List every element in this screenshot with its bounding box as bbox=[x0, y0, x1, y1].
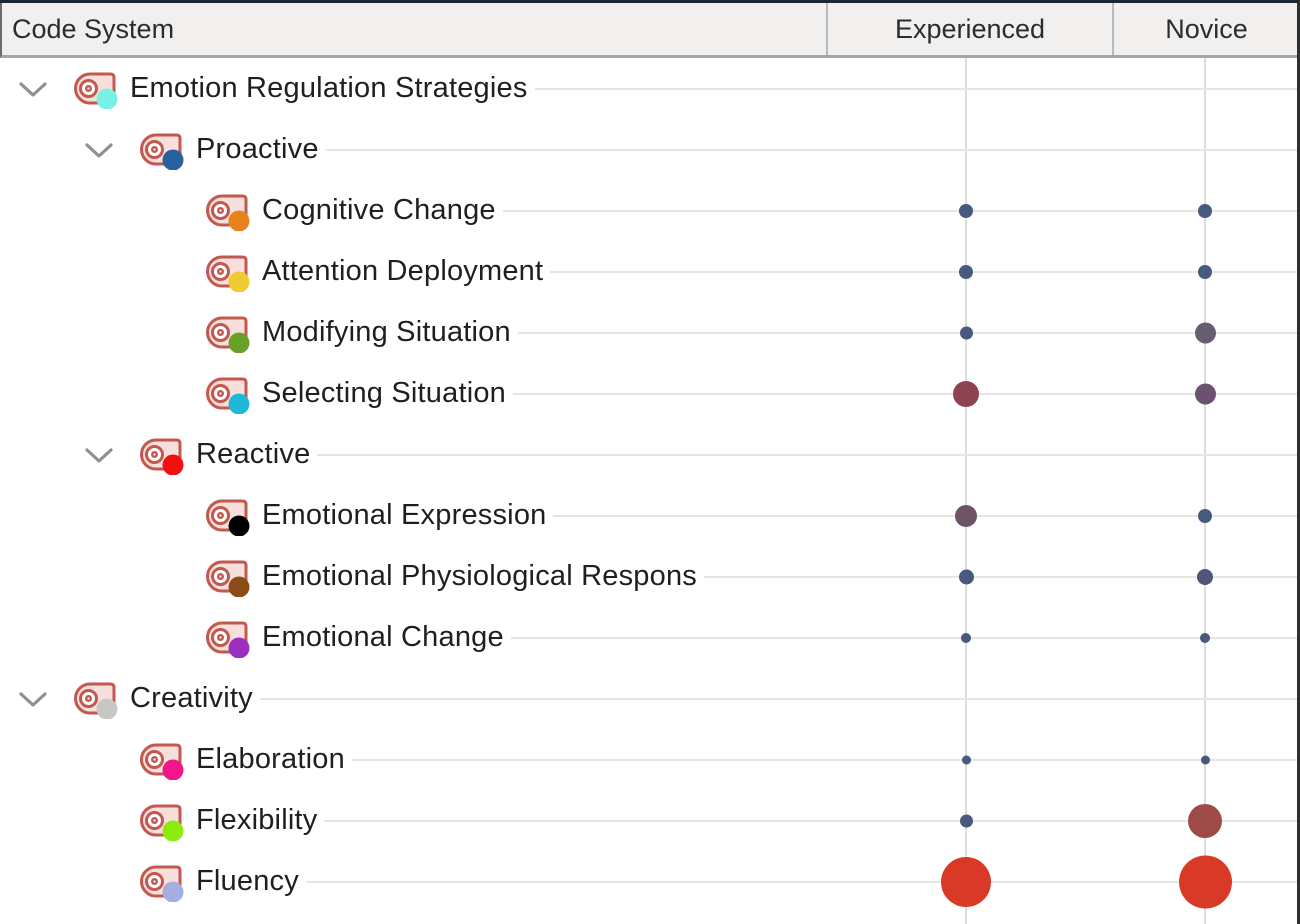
row-guideline bbox=[553, 514, 1297, 517]
code-label: Modifying Situation bbox=[262, 316, 511, 348]
row-guideline bbox=[510, 636, 1297, 639]
code-icon bbox=[72, 681, 122, 719]
matrix-dot-novice[interactable] bbox=[1200, 755, 1210, 764]
code-label: Flexibility bbox=[196, 804, 318, 836]
matrix-dot-novice[interactable] bbox=[1194, 322, 1216, 343]
tree-row[interactable]: Emotional Physiological Respons bbox=[0, 546, 1297, 607]
code-icon bbox=[138, 803, 188, 841]
code-icon bbox=[204, 193, 254, 231]
tree-row[interactable]: Creativity bbox=[0, 668, 1297, 729]
code-label: Reactive bbox=[196, 438, 311, 470]
chevron-spacer bbox=[150, 302, 204, 363]
chevron-spacer bbox=[150, 546, 204, 607]
matrix-dot-experienced[interactable] bbox=[959, 264, 973, 279]
chevron-down-icon[interactable] bbox=[84, 424, 138, 485]
column-gridline-novice bbox=[1204, 58, 1206, 924]
code-icon bbox=[204, 559, 254, 597]
code-icon bbox=[204, 315, 254, 353]
chevron-spacer bbox=[150, 607, 204, 668]
row-guideline bbox=[324, 819, 1297, 822]
chevron-down-icon[interactable] bbox=[84, 119, 138, 180]
matrix-dot-experienced[interactable] bbox=[941, 856, 991, 907]
chevron-spacer bbox=[150, 180, 204, 241]
matrix-dot-novice[interactable] bbox=[1197, 568, 1213, 585]
chevron-spacer bbox=[84, 851, 138, 912]
matrix-dot-experienced[interactable] bbox=[959, 814, 973, 827]
row-guideline bbox=[305, 880, 1297, 883]
chevron-spacer bbox=[84, 790, 138, 851]
code-label: Creativity bbox=[130, 682, 253, 714]
code-label: Elaboration bbox=[196, 743, 345, 775]
row-guideline bbox=[513, 392, 1297, 395]
row-guideline bbox=[351, 758, 1297, 761]
header-code-system[interactable]: Code System bbox=[12, 14, 175, 44]
matrix-dot-experienced[interactable] bbox=[961, 632, 971, 643]
tree-row[interactable]: Reactive bbox=[0, 424, 1297, 485]
matrix-dot-experienced[interactable] bbox=[953, 380, 979, 407]
row-guideline bbox=[550, 270, 1297, 273]
header-column-experienced[interactable]: Experienced bbox=[826, 3, 1112, 55]
chevron-spacer bbox=[150, 241, 204, 302]
chevron-down-icon[interactable] bbox=[18, 58, 72, 119]
matrix-dot-experienced[interactable] bbox=[961, 755, 971, 764]
tree-row[interactable]: Emotional Change bbox=[0, 607, 1297, 668]
matrix-dot-experienced[interactable] bbox=[958, 569, 974, 584]
chevron-spacer bbox=[150, 363, 204, 424]
matrix-dot-experienced[interactable] bbox=[959, 326, 973, 339]
tree-row[interactable]: Flexibility bbox=[0, 790, 1297, 851]
code-icon bbox=[72, 71, 122, 109]
tree-row[interactable]: Proactive bbox=[0, 119, 1297, 180]
code-label: Emotional Physiological Respons bbox=[262, 560, 697, 592]
code-label: Cognitive Change bbox=[262, 194, 496, 226]
matrix-dot-novice[interactable] bbox=[1198, 264, 1212, 279]
code-icon bbox=[138, 132, 188, 170]
matrix-body: Emotion Regulation Strategies Proactive … bbox=[0, 58, 1297, 924]
column-gridline-experienced bbox=[965, 58, 967, 924]
row-guideline bbox=[517, 331, 1297, 334]
code-icon bbox=[204, 254, 254, 292]
row-guideline bbox=[317, 453, 1297, 456]
row-guideline bbox=[703, 575, 1297, 578]
code-label: Emotional Change bbox=[262, 621, 504, 653]
tree-row[interactable]: Elaboration bbox=[0, 729, 1297, 790]
row-guideline bbox=[259, 697, 1297, 700]
matrix-dot-novice[interactable] bbox=[1198, 508, 1212, 523]
code-label: Fluency bbox=[196, 865, 299, 897]
code-label: Attention Deployment bbox=[262, 255, 544, 287]
code-label: Selecting Situation bbox=[262, 377, 507, 409]
code-label: Emotion Regulation Strategies bbox=[130, 72, 528, 104]
matrix-dot-novice[interactable] bbox=[1178, 855, 1232, 908]
matrix-dot-novice[interactable] bbox=[1200, 632, 1210, 643]
code-label: Emotional Expression bbox=[262, 499, 547, 531]
tree-row[interactable]: Emotional Expression bbox=[0, 485, 1297, 546]
tree-row[interactable]: Attention Deployment bbox=[0, 241, 1297, 302]
tree-row[interactable]: Emotion Regulation Strategies bbox=[0, 58, 1297, 119]
chevron-down-icon[interactable] bbox=[18, 668, 72, 729]
code-icon bbox=[138, 437, 188, 475]
code-icon bbox=[204, 498, 254, 536]
matrix-dot-novice[interactable] bbox=[1188, 803, 1222, 838]
matrix-dot-experienced[interactable] bbox=[959, 203, 973, 218]
table-header: Code System Experienced Novice bbox=[0, 3, 1297, 58]
tree-row[interactable]: Selecting Situation bbox=[0, 363, 1297, 424]
tree-row[interactable]: Fluency bbox=[0, 851, 1297, 912]
tree-row[interactable]: Modifying Situation bbox=[0, 302, 1297, 363]
chevron-spacer bbox=[150, 485, 204, 546]
matrix-dot-novice[interactable] bbox=[1194, 383, 1216, 404]
code-label: Proactive bbox=[196, 133, 319, 165]
code-icon bbox=[138, 864, 188, 902]
row-guideline bbox=[502, 209, 1297, 212]
chevron-spacer bbox=[84, 729, 138, 790]
code-icon bbox=[204, 620, 254, 658]
row-guideline bbox=[325, 148, 1297, 151]
matrix-dot-novice[interactable] bbox=[1198, 203, 1212, 218]
tree-row[interactable]: Cognitive Change bbox=[0, 180, 1297, 241]
header-column-novice[interactable]: Novice bbox=[1112, 3, 1297, 55]
code-icon bbox=[204, 376, 254, 414]
matrix-dot-experienced[interactable] bbox=[955, 504, 977, 527]
row-guideline bbox=[534, 87, 1297, 90]
code-icon bbox=[138, 742, 188, 780]
